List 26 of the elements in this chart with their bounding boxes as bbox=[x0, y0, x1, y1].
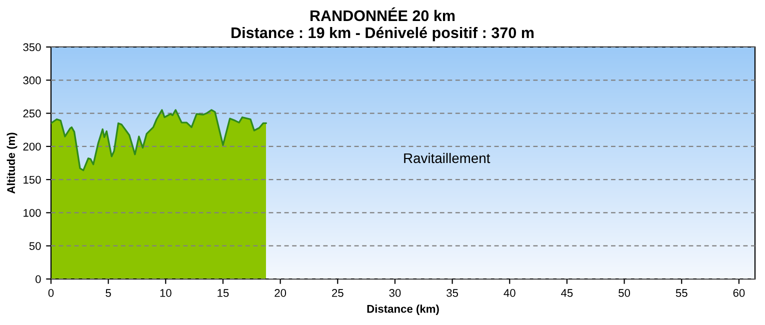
x-tick-label: 40 bbox=[504, 289, 516, 297]
y-tick-label: 100 bbox=[24, 208, 41, 217]
x-tick-label: 15 bbox=[218, 289, 229, 297]
y-tick-label: 350 bbox=[23, 43, 41, 52]
x-tick-label: 35 bbox=[446, 289, 458, 297]
x-tick-label: 20 bbox=[274, 289, 286, 297]
y-tick-label: 50 bbox=[29, 242, 41, 250]
x-tick-label: 25 bbox=[332, 289, 344, 297]
x-tick-label: 45 bbox=[561, 289, 573, 297]
chart-title: RANDONNÉE 20 km bbox=[310, 7, 455, 22]
x-tick-label: 5 bbox=[106, 289, 111, 297]
x-tick-label: 30 bbox=[389, 289, 401, 297]
x-tick-label: 60 bbox=[733, 289, 745, 297]
x-tick-label: 0 bbox=[48, 289, 54, 297]
y-tick-label: 200 bbox=[23, 142, 41, 151]
y-tick-label: 250 bbox=[23, 110, 41, 118]
annotation: Ravitaillement bbox=[404, 152, 490, 164]
x-tick-label: 55 bbox=[676, 289, 688, 297]
chart-subtitle: Distance : 19 km - Dénivelé positif : 370 m bbox=[232, 26, 534, 42]
x-axis-title: Distance (km) bbox=[367, 304, 439, 315]
y-axis-title: Altitude (m) bbox=[6, 132, 18, 194]
x-tick-label: 50 bbox=[618, 289, 630, 297]
y-tick-label: 300 bbox=[23, 76, 41, 84]
y-tick-label: 0 bbox=[36, 275, 41, 284]
x-tick-label: 10 bbox=[160, 289, 172, 297]
y-tick-label: 150 bbox=[24, 176, 41, 184]
